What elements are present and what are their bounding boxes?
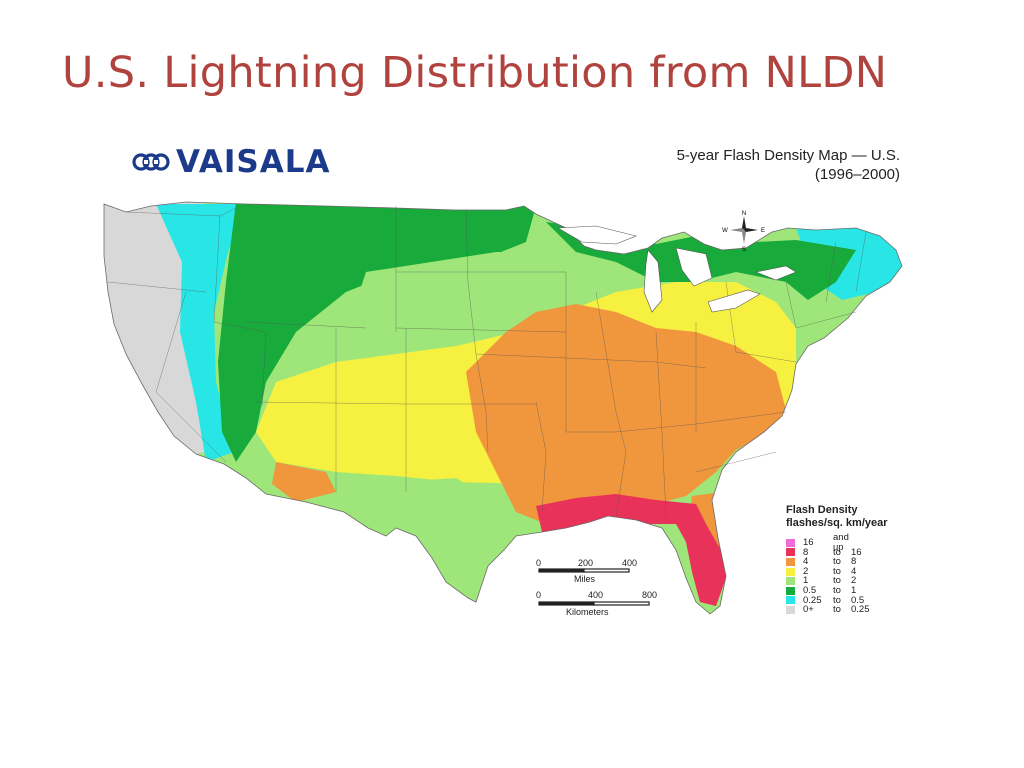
state-boundaries bbox=[107, 206, 867, 517]
us-flash-density-map bbox=[103, 201, 903, 615]
km-tick-0: 0 bbox=[536, 590, 542, 600]
great-lakes bbox=[556, 225, 797, 313]
vaisala-logo: VAISALA bbox=[132, 144, 330, 180]
legend-from: 4 bbox=[803, 556, 809, 568]
legend-title: Flash Density bbox=[786, 504, 858, 516]
km-unit: Kilometers bbox=[566, 607, 609, 617]
miles-tick-0: 0 bbox=[536, 558, 542, 568]
legend-swatch bbox=[786, 586, 795, 595]
us-outline bbox=[103, 201, 903, 615]
compass-north-arrow bbox=[742, 216, 746, 230]
legend-swatch bbox=[786, 538, 795, 547]
map-title-line-2: (1996–2000) bbox=[814, 166, 900, 183]
vaisala-logo-text: VAISALA bbox=[176, 144, 331, 180]
legend-to: 16 bbox=[851, 546, 862, 558]
legend-to: 8 bbox=[851, 556, 857, 568]
legend-swatch bbox=[786, 605, 795, 614]
legend-from: 0.5 bbox=[803, 584, 817, 596]
compass-rose: N S E W bbox=[722, 211, 765, 252]
legend-swatch bbox=[786, 577, 795, 586]
slide-title: U.S. Lightning Distribution from NLDN bbox=[62, 48, 888, 98]
legend-from: 16 bbox=[803, 537, 814, 548]
compass-n: N bbox=[742, 211, 746, 217]
legend-to: 0.25 bbox=[851, 604, 870, 616]
legend-row: 0+ to 0.25 bbox=[786, 605, 888, 615]
compass-s: S bbox=[742, 247, 746, 252]
legend-from: 0+ bbox=[803, 604, 814, 616]
compass-e: E bbox=[761, 228, 765, 234]
legend-separator: to bbox=[833, 556, 841, 568]
compass-west-arrow bbox=[730, 228, 744, 232]
vaisala-logo-mark bbox=[132, 153, 170, 171]
map-title-line-1: 5-year Flash Density Map — U.S. bbox=[676, 147, 900, 164]
legend-from: 8 bbox=[803, 546, 809, 558]
legend-row: 8 to 16 bbox=[786, 546, 888, 558]
legend-from: 0.25 bbox=[803, 594, 822, 606]
legend-to: 1 bbox=[851, 584, 857, 596]
compass-south-arrow bbox=[742, 230, 746, 244]
miles-tick-2: 400 bbox=[622, 558, 638, 568]
flash-density-map-figure: VAISALA 5-year Flash Density Map — U.S. … bbox=[96, 132, 926, 642]
legend-swatch bbox=[786, 548, 795, 557]
legend-swatch bbox=[786, 557, 795, 566]
miles-unit: Miles bbox=[574, 574, 596, 584]
km-tick-2: 800 bbox=[642, 590, 658, 600]
legend-separator: to bbox=[833, 546, 841, 558]
legend-separator: and up bbox=[833, 532, 849, 553]
legend-row: 4 to 8 bbox=[786, 557, 888, 567]
legend-separator: to bbox=[833, 584, 841, 596]
legend-to: 4 bbox=[851, 565, 857, 577]
legend-row: 1 to 2 bbox=[786, 576, 888, 586]
legend-separator: to bbox=[833, 565, 841, 577]
legend-from: 1 bbox=[803, 575, 809, 587]
miles-bar-segment-2 bbox=[583, 568, 630, 573]
legend-rows: 16 and up 8 to 16 4 to 8 2 to 4 1 to 2 0.5 to 1 0.25 to 0.5… bbox=[786, 533, 888, 615]
legend-swatch bbox=[786, 567, 795, 576]
legend-row: 0.5 to 1 bbox=[786, 586, 888, 596]
legend-to: 2 bbox=[851, 575, 857, 587]
legend-to: 0.5 bbox=[851, 594, 865, 606]
flash-density-legend: Flash Density flashes/sq. km/year 16 and … bbox=[786, 504, 888, 615]
legend-separator: to bbox=[833, 604, 841, 616]
km-tick-1: 400 bbox=[588, 590, 604, 600]
legend-row: 0.25 to 0.5 bbox=[786, 594, 888, 606]
legend-row: 2 to 4 bbox=[786, 567, 888, 577]
legend-swatch bbox=[786, 596, 795, 605]
scale-bar-graphics bbox=[538, 568, 650, 606]
compass-w: W bbox=[722, 228, 728, 234]
miles-tick-1: 200 bbox=[578, 558, 594, 568]
compass-east-arrow bbox=[744, 228, 758, 232]
km-bar-segment-1 bbox=[538, 601, 595, 606]
legend-separator: to bbox=[833, 594, 841, 606]
km-bar-segment-2 bbox=[593, 601, 650, 606]
legend-row: 16 and up bbox=[786, 533, 888, 552]
map-title: 5-year Flash Density Map — U.S. (1996–20… bbox=[677, 146, 900, 184]
legend-subtitle: flashes/sq. km/year bbox=[786, 517, 888, 529]
miles-bar-segment-1 bbox=[538, 568, 585, 573]
legend-separator: to bbox=[833, 575, 841, 587]
legend-from: 2 bbox=[803, 565, 809, 577]
